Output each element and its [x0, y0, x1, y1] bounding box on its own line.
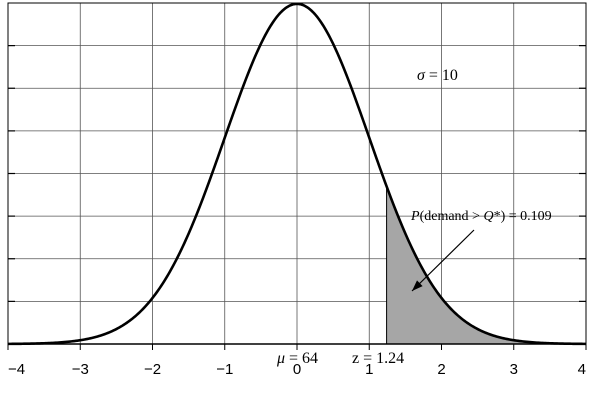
- x-tick-label: −1: [216, 361, 233, 378]
- annotation-arrow: [411, 229, 475, 292]
- prob-p: P: [410, 209, 420, 224]
- sigma-value: = 10: [425, 67, 458, 84]
- x-tick-label: −4: [8, 361, 25, 378]
- x-tick-label: 0: [293, 361, 301, 378]
- prob-close: *) = 0.109: [494, 209, 552, 224]
- x-tick-label: −3: [72, 361, 89, 378]
- x-tick-label: 4: [578, 361, 586, 378]
- x-tick-label: 1: [365, 361, 373, 378]
- mu-annotation: μ = 64: [276, 350, 318, 367]
- sigma-symbol: σ: [417, 67, 426, 84]
- curve-layer: [7, 2, 587, 346]
- sigma-annotation: σ = 10: [417, 67, 458, 84]
- z-annotation: z = 1.24: [352, 350, 404, 367]
- x-tick-label: −2: [144, 361, 161, 378]
- x-tick-label: 3: [510, 361, 518, 378]
- x-tick-label: 2: [437, 361, 445, 378]
- grid: [7, 2, 587, 345]
- ticks: −4 −3 −2 −1 0 1 2 3 4: [7, 45, 587, 378]
- prob-q: Q: [483, 209, 493, 224]
- mu-value: = 64: [285, 350, 318, 367]
- arrow-head: [412, 280, 423, 291]
- arrow-shaft: [411, 229, 475, 292]
- probability-annotation: P(demand > Q*) = 0.109: [410, 209, 552, 224]
- normal-curve: [7, 2, 587, 346]
- mu-symbol: μ: [276, 350, 285, 367]
- prob-open: (demand >: [420, 209, 484, 224]
